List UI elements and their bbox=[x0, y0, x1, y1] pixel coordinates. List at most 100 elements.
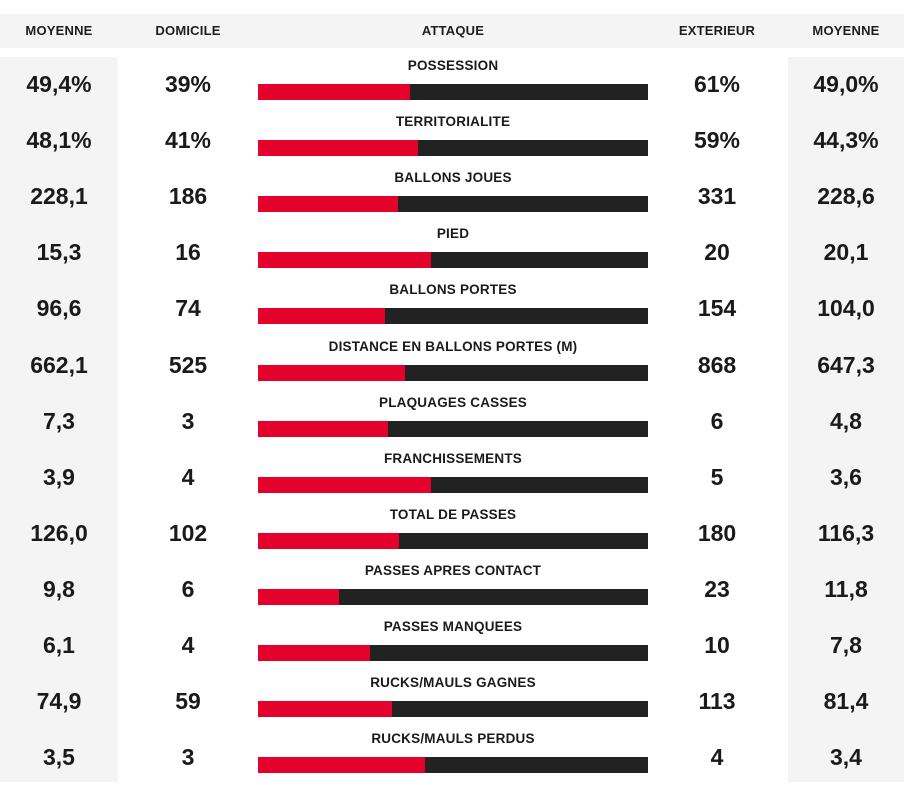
stat-row: 9,8 6 PASSES APRES CONTACT 23 11,8 bbox=[0, 561, 904, 617]
avg-home-value: 6,1 bbox=[43, 632, 75, 658]
home-value: 102 bbox=[168, 519, 208, 546]
away-value: 113 bbox=[698, 688, 736, 715]
home-share-fill bbox=[258, 532, 400, 549]
home-value: 41% bbox=[164, 127, 212, 154]
header-away: EXTERIEUR bbox=[678, 23, 756, 38]
stat-row: 74,9 59 RUCKS/MAULS GAGNES 113 81,4 bbox=[0, 673, 904, 729]
home-value: 4 bbox=[181, 632, 195, 658]
away-value: 20 bbox=[704, 239, 730, 266]
avg-away-value: 3,6 bbox=[830, 463, 862, 490]
home-share-fill bbox=[258, 252, 432, 269]
avg-home-value: 126,0 bbox=[30, 519, 88, 546]
home-value: 74 bbox=[175, 295, 201, 322]
avg-home-value: 48,1% bbox=[26, 127, 92, 154]
comparison-bar bbox=[258, 532, 648, 549]
stats-header: MOYENNE DOMICILE ATTAQUE EXTERIEUR MOYEN… bbox=[0, 14, 904, 48]
home-share-fill bbox=[258, 588, 339, 605]
avg-away-value: 228,6 bbox=[817, 183, 875, 210]
home-value: 525 bbox=[168, 351, 208, 378]
home-share-fill bbox=[258, 364, 406, 381]
comparison-bar bbox=[258, 701, 648, 718]
comparison-bar bbox=[258, 588, 648, 605]
away-value: 23 bbox=[704, 575, 730, 602]
stat-label: BALLONS JOUES bbox=[394, 170, 512, 186]
home-share-fill bbox=[258, 476, 432, 493]
home-share-fill bbox=[258, 140, 418, 157]
away-value: 10 bbox=[704, 632, 730, 658]
avg-home-column bbox=[0, 57, 118, 782]
avg-home-value: 15,3 bbox=[36, 239, 82, 266]
stat-row: 7,3 3 PLAQUAGES CASSES 6 4,8 bbox=[0, 393, 904, 449]
stat-label: PIED bbox=[436, 226, 470, 242]
comparison-bar bbox=[258, 84, 648, 100]
stat-row: 662,1 525 DISTANCE EN BALLONS PORTES (M) 86… bbox=[0, 337, 904, 393]
home-value: 39% bbox=[164, 71, 212, 97]
home-value: 16 bbox=[175, 239, 201, 266]
stat-label: PASSES MANQUEES bbox=[383, 619, 523, 634]
avg-away-value: 647,3 bbox=[817, 351, 875, 378]
home-value: 186 bbox=[168, 183, 208, 210]
avg-home-value: 3,9 bbox=[43, 463, 75, 490]
stat-label: RUCKS/MAULS PERDUS bbox=[371, 731, 535, 747]
avg-away-value: 104,0 bbox=[817, 295, 875, 322]
comparison-bar bbox=[258, 476, 648, 493]
comparison-bar bbox=[258, 196, 648, 213]
avg-home-value: 49,4% bbox=[26, 71, 92, 97]
avg-away-value: 20,1 bbox=[823, 239, 869, 266]
comparison-bar bbox=[258, 364, 648, 381]
stat-row: 49,4% 39% POSSESSION 61% 49,0% bbox=[0, 56, 904, 112]
stat-row: 48,1% 41% TERRITORIALITE 59% 44,3% bbox=[0, 112, 904, 168]
stat-row: 228,1 186 BALLONS JOUES 331 228,6 bbox=[0, 168, 904, 224]
stat-label: PLAQUAGES CASSES bbox=[379, 394, 527, 410]
comparison-bar bbox=[258, 140, 648, 157]
comparison-bar bbox=[258, 420, 648, 437]
home-share-fill bbox=[258, 757, 426, 774]
avg-home-value: 228,1 bbox=[30, 183, 88, 210]
stat-label: POSSESSION bbox=[407, 58, 499, 73]
away-value: 868 bbox=[697, 351, 737, 378]
stat-label: RUCKS/MAULS GAGNES bbox=[370, 675, 536, 691]
away-value: 4 bbox=[710, 744, 724, 771]
avg-home-value: 9,8 bbox=[43, 575, 75, 602]
stat-row: 6,1 4 PASSES MANQUEES 10 7,8 bbox=[0, 617, 904, 673]
comparison-bar bbox=[258, 308, 648, 325]
avg-away-value: 11,8 bbox=[824, 575, 868, 602]
stat-label: PASSES APRES CONTACT bbox=[364, 562, 542, 578]
avg-home-value: 96,6 bbox=[36, 295, 82, 322]
stat-row: 96,6 74 BALLONS PORTES 154 104,0 bbox=[0, 280, 904, 336]
stat-row: 15,3 16 PIED 20 20,1 bbox=[0, 224, 904, 280]
header-home: DOMICILE bbox=[155, 23, 221, 38]
home-share-fill bbox=[258, 84, 411, 100]
avg-home-value: 7,3 bbox=[43, 407, 75, 434]
avg-away-value: 44,3% bbox=[813, 127, 879, 154]
away-value: 5 bbox=[710, 463, 724, 490]
stat-label: DISTANCE EN BALLONS PORTES (M) bbox=[328, 338, 578, 354]
comparison-bar bbox=[258, 645, 648, 661]
avg-away-value: 116,3 bbox=[817, 519, 875, 546]
avg-home-value: 3,5 bbox=[43, 744, 75, 771]
away-value: 154 bbox=[697, 295, 737, 322]
away-value: 331 bbox=[697, 183, 737, 210]
comparison-bar bbox=[258, 252, 648, 269]
away-value: 6 bbox=[710, 407, 724, 434]
home-share-fill bbox=[258, 196, 399, 213]
avg-away-value: 4,8 bbox=[830, 407, 862, 434]
stat-row: 126,0 102 TOTAL DE PASSES 180 116,3 bbox=[0, 505, 904, 561]
stat-row: 3,9 4 FRANCHISSEMENTS 5 3,6 bbox=[0, 449, 904, 505]
avg-away-value: 81,4 bbox=[823, 688, 869, 715]
away-value: 59% bbox=[693, 127, 741, 154]
home-value: 6 bbox=[181, 575, 195, 602]
home-share-fill bbox=[258, 645, 370, 661]
home-value: 4 bbox=[181, 463, 195, 490]
header-avg-away: MOYENNE bbox=[812, 23, 880, 38]
stat-label: TOTAL DE PASSES bbox=[389, 506, 517, 522]
comparison-bar bbox=[258, 757, 648, 774]
away-value: 180 bbox=[697, 519, 737, 546]
header-avg-home: MOYENNE bbox=[25, 23, 93, 38]
home-value: 59 bbox=[175, 688, 201, 715]
avg-away-value: 7,8 bbox=[830, 632, 862, 658]
home-share-fill bbox=[258, 308, 385, 325]
header-category: ATTAQUE bbox=[421, 23, 485, 38]
avg-away-column bbox=[788, 57, 904, 782]
home-value: 3 bbox=[181, 744, 195, 771]
